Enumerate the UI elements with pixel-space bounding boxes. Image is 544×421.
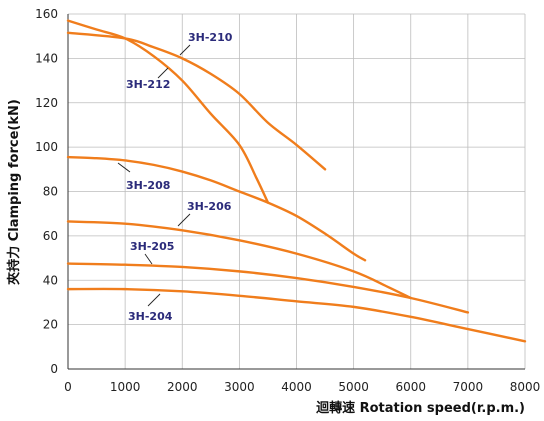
x-tick-label: 6000 <box>395 380 426 394</box>
y-tick-label: 100 <box>35 140 58 154</box>
series-line-3h-208 <box>66 155 367 262</box>
series-label-3h-205: 3H-205 <box>130 240 174 253</box>
x-tick-label: 7000 <box>453 380 484 394</box>
y-tick-label: 80 <box>43 185 58 199</box>
x-tick-label: 4000 <box>281 380 312 394</box>
y-tick-label: 60 <box>43 229 58 243</box>
series-leader-line <box>144 253 153 265</box>
series-leader-line <box>177 213 191 227</box>
x-tick-label: 3000 <box>224 380 255 394</box>
series-leader-line <box>179 44 191 56</box>
series-label-3h-210: 3H-210 <box>188 31 233 44</box>
series-leader-line <box>117 162 131 173</box>
y-tick-label: 0 <box>50 362 58 376</box>
axes: 0 20 40 60 80 100 120 140 160 0 1000 2000 3000 4000 50… <box>35 7 540 394</box>
y-tick-label: 160 <box>35 7 58 21</box>
series-label-3h-208: 3H-208 <box>126 179 170 192</box>
y-tick-label: 20 <box>43 318 58 332</box>
series-leader-line <box>147 293 161 307</box>
y-tick-label: 120 <box>35 96 58 110</box>
series-line-3h-210 <box>66 31 327 171</box>
y-tick-label: 40 <box>43 273 58 287</box>
series-label-3h-212: 3H-212 <box>126 78 170 91</box>
series-line-3h-212 <box>66 19 270 204</box>
x-tick-label: 2000 <box>167 380 198 394</box>
x-axis-title: 迴轉速 Rotation speed(r.p.m.) <box>315 400 525 416</box>
series-label-3h-204: 3H-204 <box>128 310 173 323</box>
x-tick-label: 1000 <box>110 380 141 394</box>
x-tick-label: 5000 <box>338 380 369 394</box>
series-leader-line <box>157 67 169 79</box>
x-tick-label: 0 <box>64 380 72 394</box>
series-label-3h-206: 3H-206 <box>187 200 232 213</box>
y-axis-title: 夾持力 Clamping force(kN) <box>6 99 22 285</box>
series-labels: 3H-210 3H-212 3H-208 3H-206 3H-205 3H-204 <box>117 31 233 323</box>
series-line-3h-206 <box>66 220 412 300</box>
x-tick-label: 8000 <box>510 380 541 394</box>
series-lines <box>66 19 527 343</box>
y-tick-label: 140 <box>35 51 58 65</box>
series-line-3h-204 <box>66 287 527 343</box>
grid <box>68 13 526 369</box>
series-line-3h-205 <box>66 262 470 314</box>
